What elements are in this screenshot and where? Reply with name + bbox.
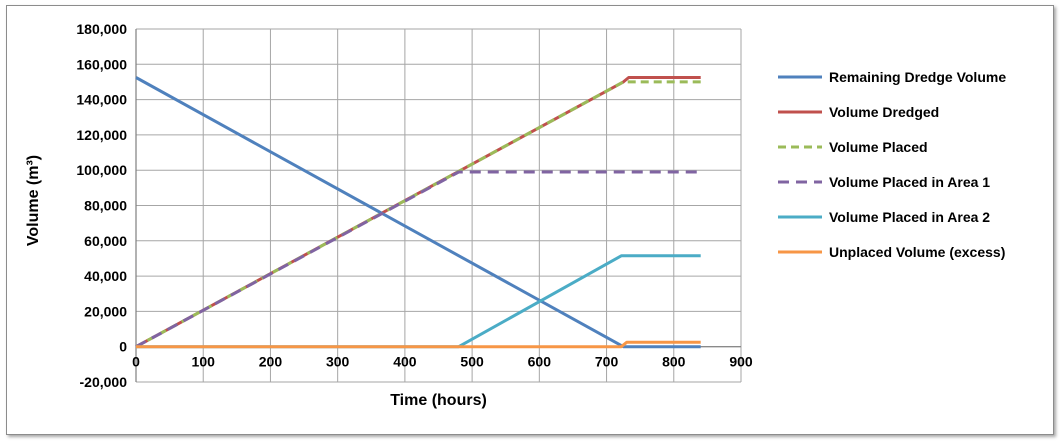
series-line-2	[135, 80, 701, 349]
series-line-5	[136, 340, 701, 349]
legend-label: Unplaced Volume (excess)	[829, 244, 1005, 260]
chart-frame: -20,000 0 20,000 40,000 60,000 80,000 100,000 1…	[6, 5, 1054, 435]
legend-label: Volume Placed	[829, 139, 928, 155]
y-tick-label: 80,000	[84, 198, 127, 214]
y-tick-label: -20,000	[80, 374, 128, 390]
x-tick-label: 100	[192, 354, 216, 370]
line-chart: -20,000020,00040,00060,00080,000100,0001…	[25, 21, 1006, 409]
x-tick-label: 400	[393, 354, 417, 370]
y-tick-label: 0	[119, 339, 127, 355]
y-tick-label: 180,000	[76, 21, 127, 37]
legend-label: Volume Dredged	[829, 104, 939, 120]
x-tick-label: 800	[662, 354, 686, 370]
legend: Remaining Dredge Volume Volume Dredged Vol…	[778, 69, 1006, 260]
series-line-3	[135, 170, 701, 349]
x-tick-label: 200	[259, 354, 283, 370]
y-tick-label: 140,000	[76, 92, 127, 108]
grid-lines	[135, 28, 742, 383]
y-tick-label: 60,000	[84, 233, 127, 249]
x-tick-label: 700	[595, 354, 619, 370]
y-axis-title: Volume (m³)	[25, 155, 42, 246]
legend-label: Volume Placed in Area 1	[829, 174, 990, 190]
y-tick-label: 100,000	[76, 162, 127, 178]
series-line-0	[135, 76, 701, 349]
y-tick-label: 160,000	[76, 56, 127, 72]
x-tick-label: 300	[326, 354, 350, 370]
legend-label: Remaining Dredge Volume	[829, 69, 1006, 85]
x-tick-label: 500	[460, 354, 484, 370]
x-tick-label: 0	[132, 354, 140, 370]
y-tick-labels: -20,000 0 20,000 40,000 60,000 80,000 100,000 1…	[76, 21, 127, 390]
x-tick-labels: 0 100 200 300 400 500 600 700 800 900	[132, 354, 753, 370]
x-tick-label: 900	[729, 354, 753, 370]
x-axis-title: Time (hours)	[390, 392, 487, 409]
legend-label: Volume Placed in Area 2	[829, 209, 990, 225]
y-tick-label: 40,000	[84, 268, 127, 284]
x-tick-label: 600	[528, 354, 552, 370]
y-tick-label: 120,000	[76, 127, 127, 143]
y-tick-label: 20,000	[84, 303, 127, 319]
series-lines	[135, 76, 701, 349]
series-line-1	[135, 76, 701, 349]
